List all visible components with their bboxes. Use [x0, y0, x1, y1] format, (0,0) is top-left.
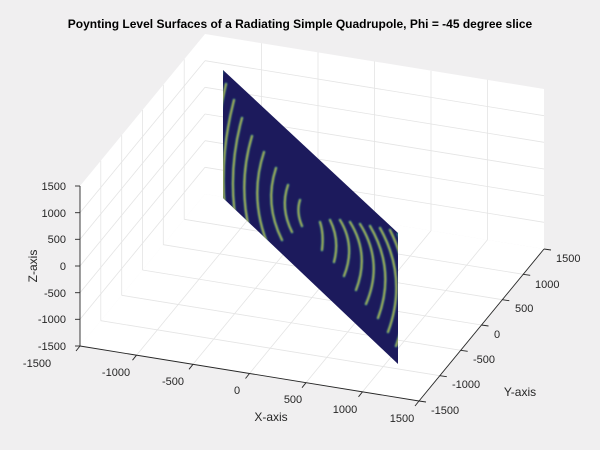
svg-text:1500: 1500	[42, 181, 66, 193]
svg-text:-1500: -1500	[23, 358, 51, 370]
svg-text:0: 0	[60, 261, 66, 273]
x-tick-labels: -1500 -1000 -500 0 500 1000 1500	[23, 358, 414, 425]
svg-text:500: 500	[284, 394, 302, 406]
chart-title: Poynting Level Surfaces of a Radiating S…	[67, 17, 533, 31]
z-ticks	[75, 185, 80, 347]
svg-text:500: 500	[48, 234, 66, 246]
grid-lines	[79, 43, 545, 393]
svg-text:-1000: -1000	[452, 379, 480, 391]
z-axis-label: Z-axis	[26, 250, 40, 283]
svg-text:-500: -500	[473, 354, 495, 366]
x-ticks	[75, 345, 420, 407]
y-axis-label: Y-axis	[504, 385, 536, 399]
svg-text:0: 0	[234, 385, 240, 397]
svg-text:-1500: -1500	[431, 405, 459, 417]
svg-text:1500: 1500	[390, 413, 414, 425]
z-tick-labels: 1500 1000 500 0 -500 -1000 -1500	[38, 181, 66, 353]
svg-text:-500: -500	[162, 376, 184, 388]
svg-text:1000: 1000	[535, 279, 559, 291]
svg-text:1000: 1000	[42, 208, 66, 220]
svg-text:0: 0	[494, 329, 500, 341]
svg-text:500: 500	[515, 303, 533, 315]
y-tick-labels: -1500 -1000 -500 0 500 1000 1500	[431, 253, 580, 417]
x-axis-label: X-axis	[254, 410, 287, 424]
svg-text:-500: -500	[44, 288, 66, 300]
svg-text:1500: 1500	[556, 253, 580, 265]
svg-text:-1000: -1000	[102, 367, 130, 379]
svg-text:1000: 1000	[333, 404, 357, 416]
svg-text:-1500: -1500	[38, 341, 66, 353]
svg-text:-1000: -1000	[38, 314, 66, 326]
y-ticks	[418, 248, 552, 403]
